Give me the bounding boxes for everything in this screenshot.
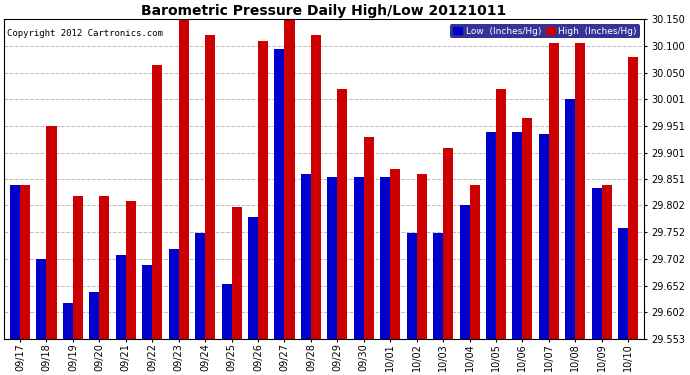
Bar [602, 185, 612, 339]
Bar [63, 303, 73, 339]
Bar [258, 41, 268, 339]
Bar [513, 132, 522, 339]
Bar [89, 292, 99, 339]
Bar [460, 206, 470, 339]
Bar [496, 89, 506, 339]
Bar [391, 169, 400, 339]
Bar [380, 177, 391, 339]
Bar [522, 118, 533, 339]
Bar [116, 255, 126, 339]
Bar [205, 35, 215, 339]
Bar [539, 134, 549, 339]
Bar [37, 259, 46, 339]
Bar [248, 217, 258, 339]
Bar [354, 177, 364, 339]
Bar [549, 44, 559, 339]
Bar [73, 196, 83, 339]
Bar [99, 196, 110, 339]
Bar [417, 174, 426, 339]
Bar [486, 132, 496, 339]
Text: Copyright 2012 Cartronics.com: Copyright 2012 Cartronics.com [8, 29, 164, 38]
Bar [232, 207, 241, 339]
Bar [311, 35, 321, 339]
Bar [337, 89, 347, 339]
Bar [126, 201, 136, 339]
Bar [20, 185, 30, 339]
Bar [364, 137, 374, 339]
Bar [406, 233, 417, 339]
Bar [575, 44, 585, 339]
Bar [618, 228, 628, 339]
Bar [592, 188, 602, 339]
Bar [142, 266, 152, 339]
Bar [470, 185, 480, 339]
Bar [221, 284, 232, 339]
Bar [443, 148, 453, 339]
Bar [433, 233, 443, 339]
Bar [301, 174, 311, 339]
Bar [565, 99, 575, 339]
Bar [284, 20, 295, 339]
Bar [152, 65, 162, 339]
Bar [628, 57, 638, 339]
Bar [168, 249, 179, 339]
Bar [46, 126, 57, 339]
Bar [327, 177, 337, 339]
Legend: Low  (Inches/Hg), High  (Inches/Hg): Low (Inches/Hg), High (Inches/Hg) [451, 24, 640, 38]
Bar [275, 49, 284, 339]
Bar [10, 185, 20, 339]
Title: Barometric Pressure Daily High/Low 20121011: Barometric Pressure Daily High/Low 20121… [141, 4, 506, 18]
Bar [179, 20, 189, 339]
Bar [195, 233, 205, 339]
